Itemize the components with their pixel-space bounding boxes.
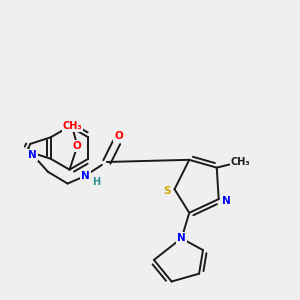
Text: N: N (177, 233, 186, 243)
Text: S: S (163, 186, 170, 196)
Text: N: N (81, 171, 90, 181)
Text: H: H (92, 177, 100, 187)
Text: CH₃: CH₃ (230, 157, 250, 167)
Text: O: O (114, 131, 123, 142)
Text: N: N (28, 150, 37, 160)
Text: N: N (222, 196, 231, 206)
Text: CH₃: CH₃ (63, 122, 82, 131)
Text: O: O (73, 141, 82, 151)
